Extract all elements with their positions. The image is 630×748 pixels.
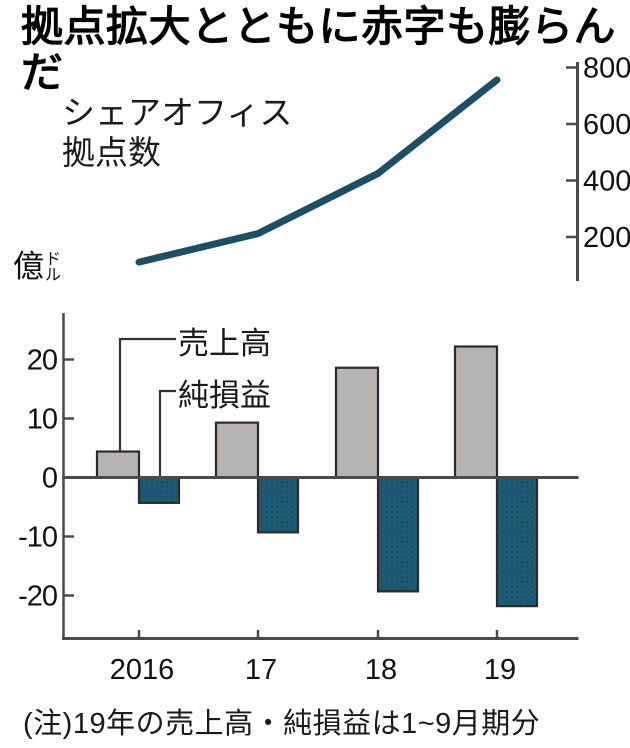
- y-axis-tick-label: -10: [18, 522, 57, 554]
- x-axis-tick-label: 17: [245, 654, 277, 686]
- y-axis-tick-label: 20: [27, 345, 57, 377]
- right-axis-tick-label: 200: [583, 222, 630, 254]
- right-axis-tick-label: 600: [583, 109, 630, 141]
- bar-net-income-19: [495, 476, 539, 608]
- unit-sub: ド ル: [45, 252, 61, 284]
- bar-revenue-19: [453, 345, 499, 479]
- y-axis-tick-label: 10: [27, 404, 57, 436]
- y-axis-tick-label: 0: [42, 463, 57, 495]
- y-axis-tick-label: -20: [18, 581, 57, 613]
- unit-sub-bottom: ル: [45, 267, 62, 284]
- locations-line-series: [135, 76, 501, 266]
- x-axis-tick-label: 19: [484, 654, 516, 686]
- page-title: 拠点拡大とともに赤字も膨らんだ: [21, 3, 617, 97]
- legend-connector-net-income: [158, 389, 176, 476]
- bar-revenue-18: [334, 366, 380, 479]
- legend-connector-revenue: [118, 337, 176, 451]
- legend-net-income-label: 純損益: [178, 378, 271, 413]
- right-axis-tick-label: 800: [583, 53, 630, 85]
- bar-net-income-2016: [137, 476, 181, 504]
- line-chart-label: シェアオフィス 拠点数: [62, 94, 293, 171]
- bar-net-income-17: [256, 476, 300, 534]
- bar-revenue-2016: [95, 450, 141, 479]
- y-axis-unit-label: 億 ド ル: [13, 250, 61, 284]
- x-axis-tick-label: 18: [365, 654, 397, 686]
- right-axis-tick-label: 400: [583, 166, 630, 198]
- bar-net-income-18: [376, 476, 420, 593]
- unit-sub-top: ド: [45, 251, 62, 268]
- x-axis-tick-label: 2016: [110, 654, 175, 686]
- unit-kanji: 億: [13, 249, 44, 284]
- footnote: (注)19年の売上高・純損益は1~9月期分: [23, 708, 541, 740]
- legend-revenue-label: 売上高: [178, 326, 271, 361]
- bar-revenue-17: [214, 421, 260, 479]
